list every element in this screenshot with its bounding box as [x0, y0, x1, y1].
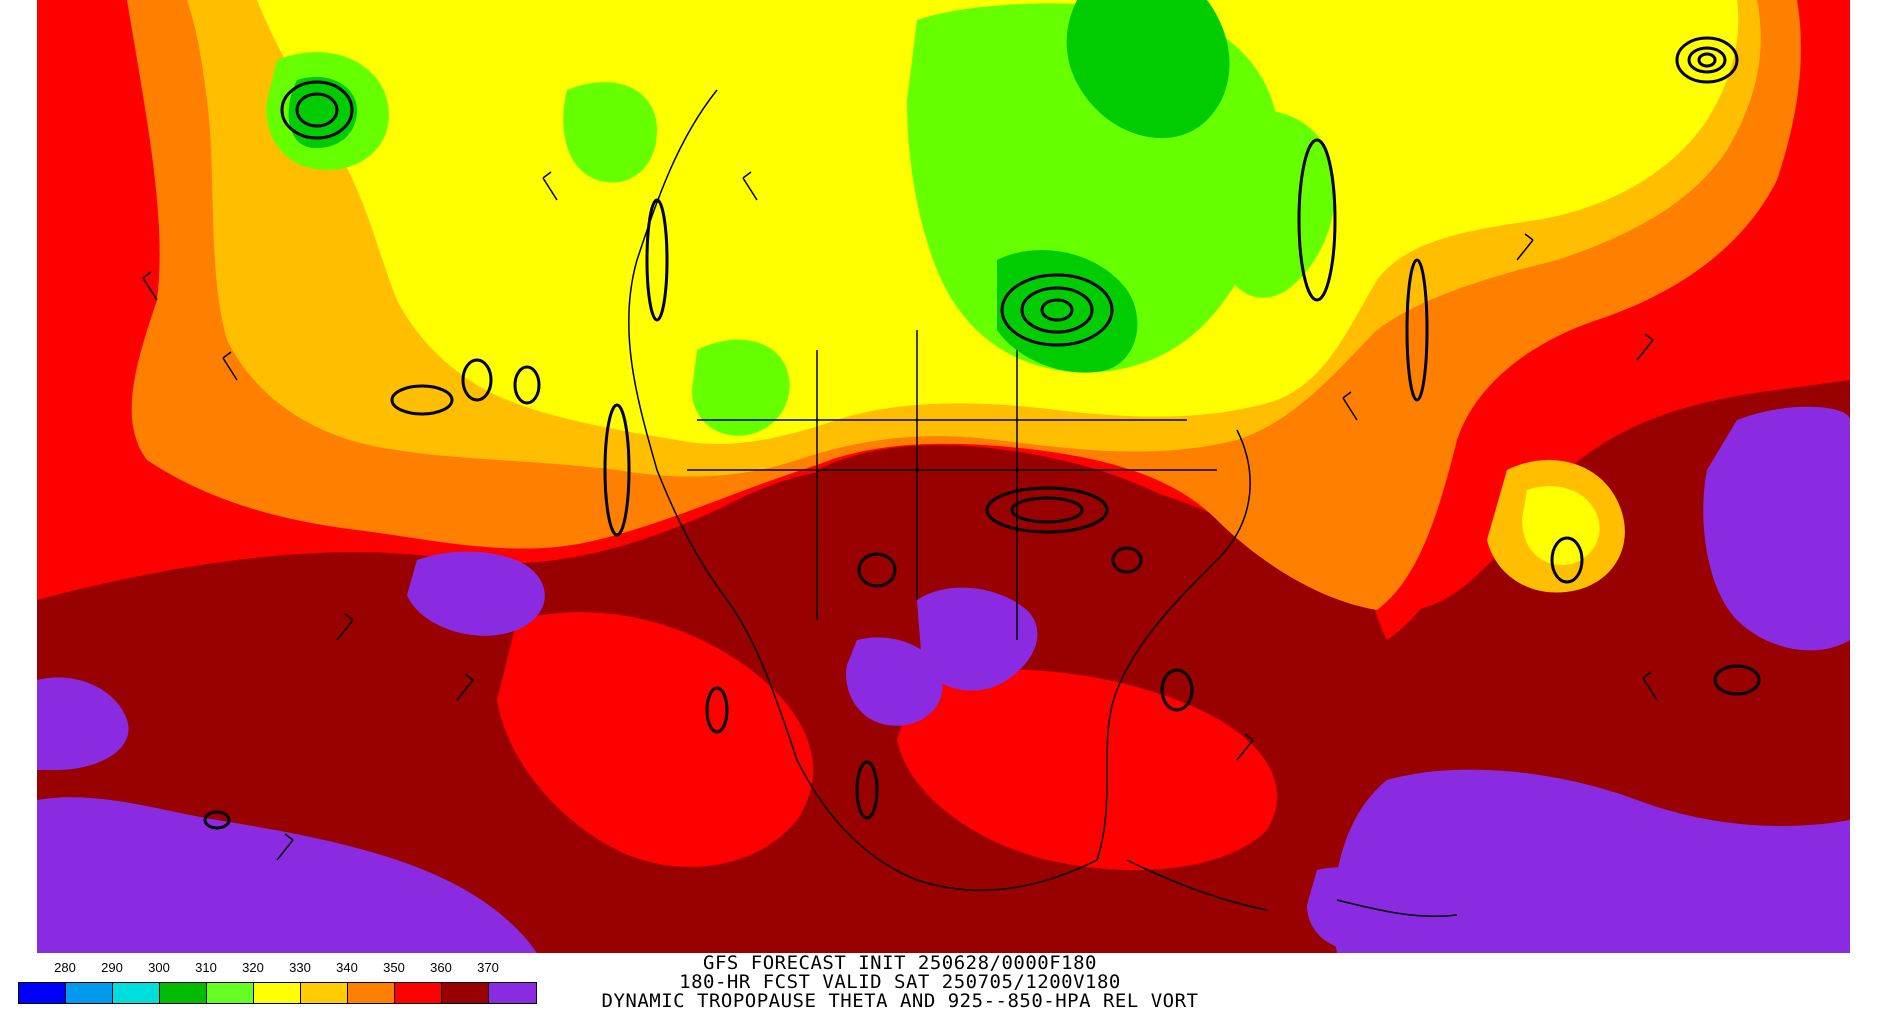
vorticity-contours: [203, 36, 1761, 830]
field-dark-red-us: [807, 445, 1234, 651]
field-red-mid: [497, 612, 814, 867]
legend-swatches: [18, 982, 537, 1004]
field-purple-atlantic-east: [1703, 406, 1850, 651]
legend-label-320: 320: [242, 960, 264, 975]
caption-init-line: GFS FORECAST INIT 250628/0000F180: [703, 952, 1097, 974]
legend-label-310: 310: [195, 960, 217, 975]
legend-swatch-1: [66, 983, 113, 1003]
color-legend: 280 290 300 310 320 330 340 350 360 370: [18, 960, 540, 1005]
field-light-green-bc: [692, 339, 790, 436]
field-purple-atlantic-south: [1333, 769, 1850, 953]
legend-label-340: 340: [336, 960, 358, 975]
field-purple-pacific-mid: [407, 551, 545, 636]
field-yellow-atlantic-swirl: [1522, 486, 1600, 565]
field-purple-caribbean: [1307, 867, 1408, 950]
legend-label-300: 300: [148, 960, 170, 975]
legend-label-290: 290: [101, 960, 123, 975]
legend-label-370: 370: [477, 960, 499, 975]
legend-swatch-9: [442, 983, 489, 1003]
geographic-boundaries: [628, 89, 1458, 918]
field-red-gulf: [897, 669, 1277, 870]
map-canvas: [37, 0, 1850, 953]
map-caption: GFS FORECAST INIT 250628/0000F180 180-HR…: [550, 954, 1250, 1010]
legend-swatch-8: [395, 983, 442, 1003]
legend-label-330: 330: [289, 960, 311, 975]
legend-swatch-2: [113, 983, 160, 1003]
field-purple-us: [917, 587, 1038, 691]
field-purple-gulf: [846, 637, 943, 726]
field-purple-southwest: [37, 797, 537, 953]
legend-label-350: 350: [383, 960, 405, 975]
forecast-map[interactable]: [37, 0, 1850, 953]
legend-swatch-3: [160, 983, 207, 1003]
legend-label-280: 280: [54, 960, 76, 975]
legend-swatch-4: [207, 983, 254, 1003]
legend-swatch-10: [489, 983, 536, 1003]
caption-field-line: DYNAMIC TROPOPAUSE THETA AND 925--850-HP…: [601, 990, 1199, 1010]
legend-swatch-7: [348, 983, 395, 1003]
field-red-west-pacific: [37, 0, 160, 500]
field-green-canada: [1066, 0, 1230, 139]
field-purple-south-pacific: [37, 677, 129, 770]
field-light-green-alaska: [563, 82, 657, 183]
legend-swatch-5: [254, 983, 301, 1003]
legend-label-360: 360: [430, 960, 452, 975]
legend-swatch-0: [19, 983, 66, 1003]
caption-valid-line: 180-HR FCST VALID SAT 250705/1200V180: [679, 971, 1121, 993]
wind-barbs: [142, 171, 1658, 861]
legend-swatch-6: [301, 983, 348, 1003]
